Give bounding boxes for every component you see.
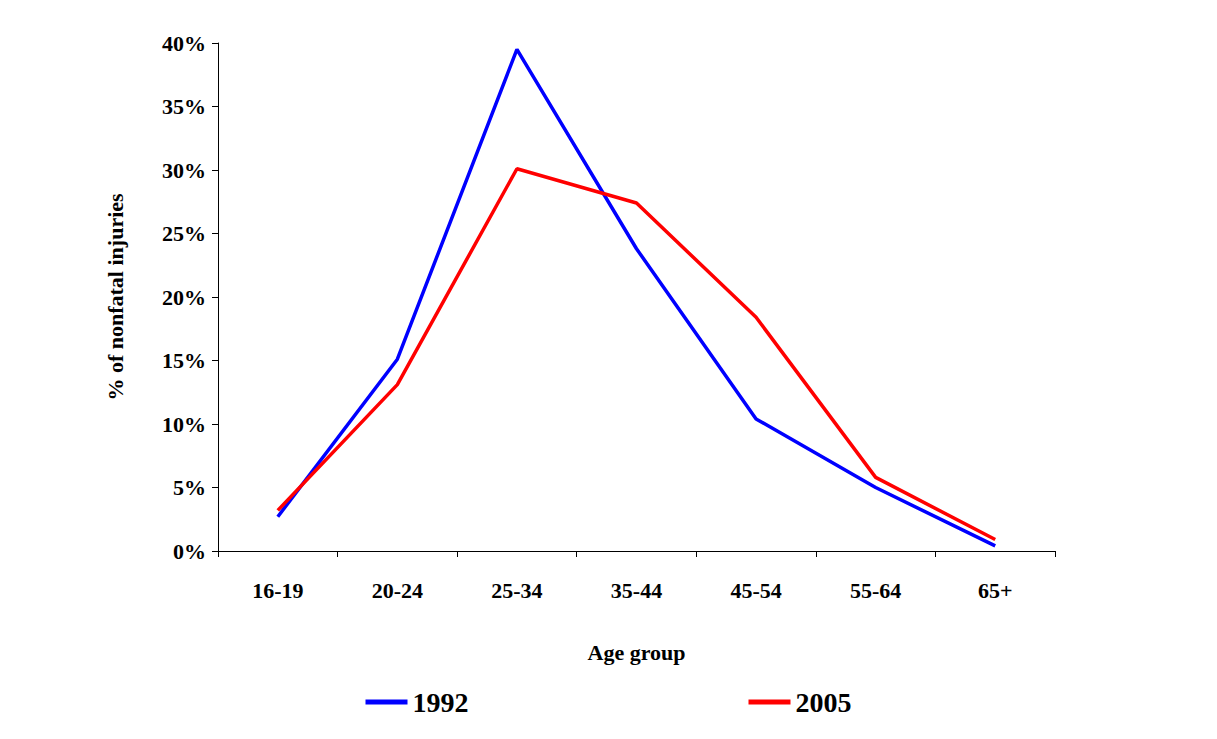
svg-text:55-64: 55-64 — [850, 578, 901, 603]
svg-text:15%: 15% — [162, 348, 206, 373]
svg-text:35-44: 35-44 — [611, 578, 662, 603]
svg-text:5%: 5% — [173, 475, 206, 500]
svg-text:35%: 35% — [162, 94, 206, 119]
svg-text:20%: 20% — [162, 285, 206, 310]
svg-text:25-34: 25-34 — [491, 578, 542, 603]
svg-text:45-54: 45-54 — [730, 578, 781, 603]
svg-text:1992: 1992 — [413, 687, 469, 718]
svg-text:0%: 0% — [173, 539, 206, 564]
svg-text:Age group: Age group — [588, 640, 686, 665]
svg-text:40%: 40% — [162, 31, 206, 56]
svg-text:65+: 65+ — [978, 578, 1013, 603]
svg-text:20-24: 20-24 — [372, 578, 423, 603]
svg-text:% of nonfatal injuries: % of nonfatal injuries — [103, 193, 128, 401]
svg-text:16-19: 16-19 — [252, 578, 303, 603]
svg-text:25%: 25% — [162, 221, 206, 246]
svg-text:30%: 30% — [162, 158, 206, 183]
svg-text:10%: 10% — [162, 412, 206, 437]
svg-text:2005: 2005 — [796, 687, 852, 718]
